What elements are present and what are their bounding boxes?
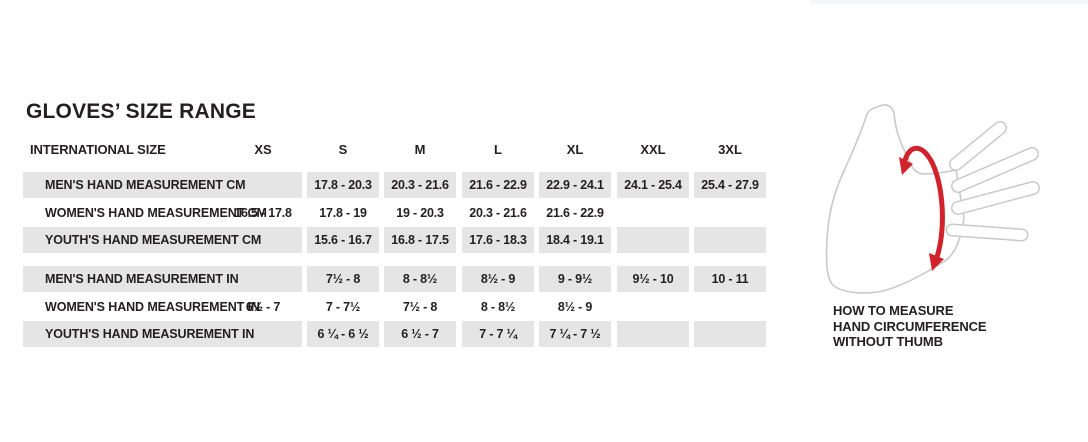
top-edge-strip	[810, 0, 1088, 4]
size-value-cell: 20.3 - 21.6	[384, 172, 456, 198]
measurement-caption: HOW TO MEASURE HAND CIRCUMFERENCE WITHOU…	[833, 303, 987, 350]
table-row-mens-cm: MEN'S HAND MEASUREMENT CM 17.8 - 20.3 20…	[0, 172, 1088, 198]
caption-line: HAND CIRCUMFERENCE	[833, 318, 987, 334]
column-header-international-size: INTERNATIONAL SIZE	[30, 142, 166, 157]
row-label: MEN'S HAND MEASUREMENT IN	[23, 266, 302, 292]
size-value-cell-xs: 6½ - 7	[245, 299, 281, 314]
size-value-cell: 8½ - 9	[462, 266, 534, 292]
row-label: WOMEN'S HAND MEASUREMENT IN	[45, 299, 260, 314]
column-header-m: M	[414, 142, 426, 157]
size-value-cell: 16.8 - 17.5	[384, 227, 456, 253]
caption-line: WITHOUT THUMB	[833, 334, 943, 349]
size-value-cell	[694, 227, 766, 253]
size-value-cell: 9 - 9½	[539, 266, 611, 292]
size-value-cell: 8 - 8½	[384, 266, 456, 292]
size-value-cell	[617, 227, 689, 253]
column-header-xs: XS	[254, 142, 272, 157]
row-label: YOUTH'S HAND MEASUREMENT IN	[23, 321, 302, 347]
row-label: YOUTH'S HAND MEASUREMENT CM	[23, 227, 302, 253]
column-header-3xl: 3XL	[718, 142, 742, 157]
table-row-womens-cm: WOMEN'S HAND MEASUREMENT CM 16.5 - 17.8 …	[0, 198, 1088, 227]
size-value-cell: 7½ - 8	[402, 299, 438, 314]
size-value-cell: 21.6 - 22.9	[462, 172, 534, 198]
size-value-cell: 7 ¼ - 7 ½	[539, 321, 611, 347]
size-value-cell: 19 - 20.3	[396, 205, 444, 220]
page-title: GLOVES’ SIZE RANGE	[26, 100, 256, 123]
hand-outline-icon	[825, 104, 1040, 294]
size-value-cell: 6 ½ - 7	[384, 321, 456, 347]
size-value-cell: 25.4 - 27.9	[694, 172, 766, 198]
table-row-youths-in: YOUTH'S HAND MEASUREMENT IN 6 ¼ - 6 ½ 6 …	[0, 321, 1088, 347]
column-header-s: S	[338, 142, 348, 157]
column-header-xl: XL	[566, 142, 584, 157]
size-value-cell: 9½ - 10	[617, 266, 689, 292]
measure-arrow-icon	[899, 145, 945, 271]
size-value-cell: 7 - 7½	[325, 299, 361, 314]
size-value-cell: 15.6 - 16.7	[307, 227, 379, 253]
hand-illustration	[818, 100, 1048, 300]
size-value-cell-xs: 16.5 - 17.8	[234, 205, 292, 220]
size-value-cell: 20.3 - 21.6	[469, 205, 527, 220]
size-value-cell: 8½ - 9	[557, 299, 593, 314]
size-value-cell: 17.8 - 19	[319, 205, 367, 220]
table-row-womens-in: WOMEN'S HAND MEASUREMENT IN 6½ - 7 7 - 7…	[0, 292, 1088, 321]
size-value-cell: 8 - 8½	[480, 299, 516, 314]
size-value-cell: 10 - 11	[694, 266, 766, 292]
caption-line: HOW TO MEASURE	[833, 303, 954, 318]
size-value-cell: 21.6 - 22.9	[546, 205, 604, 220]
size-value-cell	[617, 321, 689, 347]
size-value-cell: 22.9 - 24.1	[539, 172, 611, 198]
size-value-cell: 7½ - 8	[307, 266, 379, 292]
size-value-cell: 17.6 - 18.3	[462, 227, 534, 253]
row-label: WOMEN'S HAND MEASUREMENT CM	[45, 205, 267, 220]
row-label: MEN'S HAND MEASUREMENT CM	[23, 172, 302, 198]
column-header-xxl: XXL	[640, 142, 666, 157]
table-row-mens-in: MEN'S HAND MEASUREMENT IN 7½ - 8 8 - 8½ …	[0, 266, 1088, 292]
size-value-cell	[694, 321, 766, 347]
size-value-cell: 17.8 - 20.3	[307, 172, 379, 198]
size-value-cell: 18.4 - 19.1	[539, 227, 611, 253]
table-row-youths-cm: YOUTH'S HAND MEASUREMENT CM 15.6 - 16.7 …	[0, 227, 1088, 253]
size-value-cell: 7 - 7 ¼	[462, 321, 534, 347]
size-value-cell: 24.1 - 25.4	[617, 172, 689, 198]
column-header-l: L	[494, 142, 502, 157]
size-value-cell: 6 ¼ - 6 ½	[307, 321, 379, 347]
